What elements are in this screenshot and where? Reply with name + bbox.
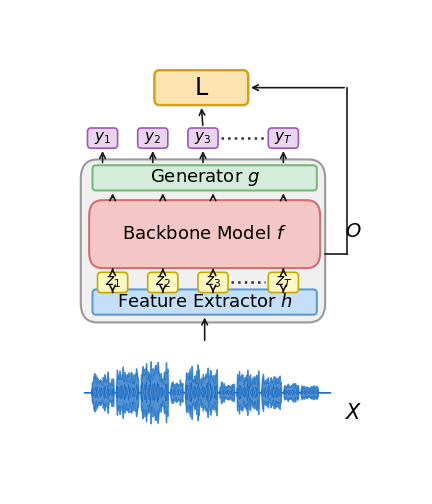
Text: $y_2$: $y_2$ [144,130,161,146]
FancyBboxPatch shape [198,272,228,292]
Text: Feature Extractor $h$: Feature Extractor $h$ [117,293,292,311]
Text: $z_1$: $z_1$ [105,275,121,290]
Text: $z_T$: $z_T$ [275,275,292,290]
FancyBboxPatch shape [89,200,320,268]
Text: $X$: $X$ [345,403,362,423]
Text: $y_3$: $y_3$ [194,130,212,146]
FancyBboxPatch shape [92,289,317,314]
FancyBboxPatch shape [268,272,299,292]
Text: Backbone Model $f$: Backbone Model $f$ [122,225,287,243]
Text: $z_3$: $z_3$ [205,275,221,290]
FancyBboxPatch shape [92,165,317,191]
Text: $z_2$: $z_2$ [155,275,171,290]
FancyBboxPatch shape [81,159,325,323]
Text: Generator $g$: Generator $g$ [150,167,260,188]
FancyBboxPatch shape [138,128,168,148]
Text: $y_T$: $y_T$ [274,130,292,146]
FancyBboxPatch shape [268,128,299,148]
FancyBboxPatch shape [188,128,218,148]
Text: $y_1$: $y_1$ [94,130,111,146]
FancyBboxPatch shape [155,70,248,105]
FancyBboxPatch shape [87,128,118,148]
Text: $O$: $O$ [345,222,362,241]
Text: L: L [195,76,208,100]
FancyBboxPatch shape [98,272,128,292]
FancyBboxPatch shape [148,272,178,292]
